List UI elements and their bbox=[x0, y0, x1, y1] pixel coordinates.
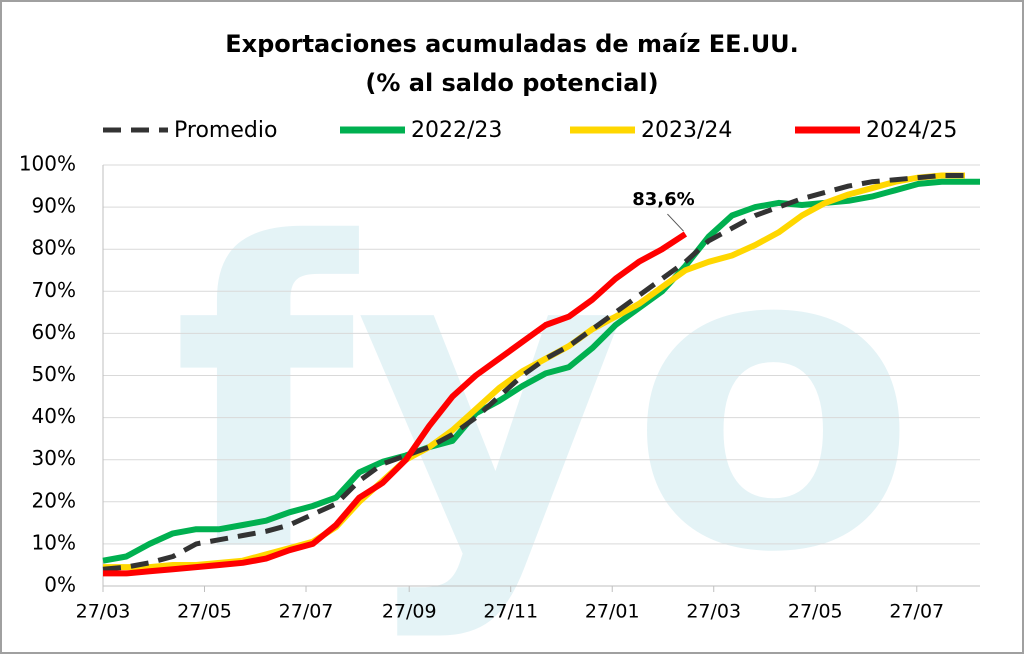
y-tick-label: 30% bbox=[32, 446, 76, 470]
x-tick-label: 27/07 bbox=[279, 601, 334, 623]
y-tick-label: 70% bbox=[32, 278, 76, 302]
x-tick-label: 27/01 bbox=[585, 601, 640, 623]
x-tick-label: 27/05 bbox=[788, 601, 843, 623]
x-tick-label: 27/03 bbox=[686, 601, 741, 623]
y-tick-label: 20% bbox=[32, 488, 76, 512]
data-label: 83,6% bbox=[632, 189, 694, 210]
x-tick-label: 27/05 bbox=[177, 601, 232, 623]
chart-title: Exportaciones acumuladas de maíz EE.UU. bbox=[225, 30, 799, 58]
legend-label: 2022/23 bbox=[411, 118, 502, 143]
x-tick-label: 27/03 bbox=[76, 601, 131, 623]
y-tick-label: 80% bbox=[32, 236, 76, 260]
chart-subtitle: (% al saldo potencial) bbox=[365, 69, 658, 97]
y-tick-label: 40% bbox=[32, 404, 76, 428]
legend-label: 2024/25 bbox=[866, 118, 957, 143]
y-tick-label: 10% bbox=[32, 530, 76, 554]
watermark: fyo bbox=[172, 156, 917, 645]
series-line bbox=[102, 173, 965, 572]
y-tick-label: 60% bbox=[32, 320, 76, 344]
x-tick-label: 27/07 bbox=[889, 601, 944, 623]
y-tick-label: 100% bbox=[19, 152, 76, 176]
legend-label: 2023/24 bbox=[641, 118, 732, 143]
x-tick-label: 27/09 bbox=[382, 601, 437, 623]
x-tick-label: 27/11 bbox=[483, 601, 538, 623]
y-tick-label: 90% bbox=[32, 194, 76, 218]
y-tick-label: 50% bbox=[32, 362, 76, 386]
series-line bbox=[103, 231, 688, 577]
series-line bbox=[102, 178, 980, 564]
label-leader bbox=[667, 213, 684, 232]
legend-label: Promedio bbox=[174, 118, 277, 143]
y-tick-label: 0% bbox=[44, 573, 76, 597]
